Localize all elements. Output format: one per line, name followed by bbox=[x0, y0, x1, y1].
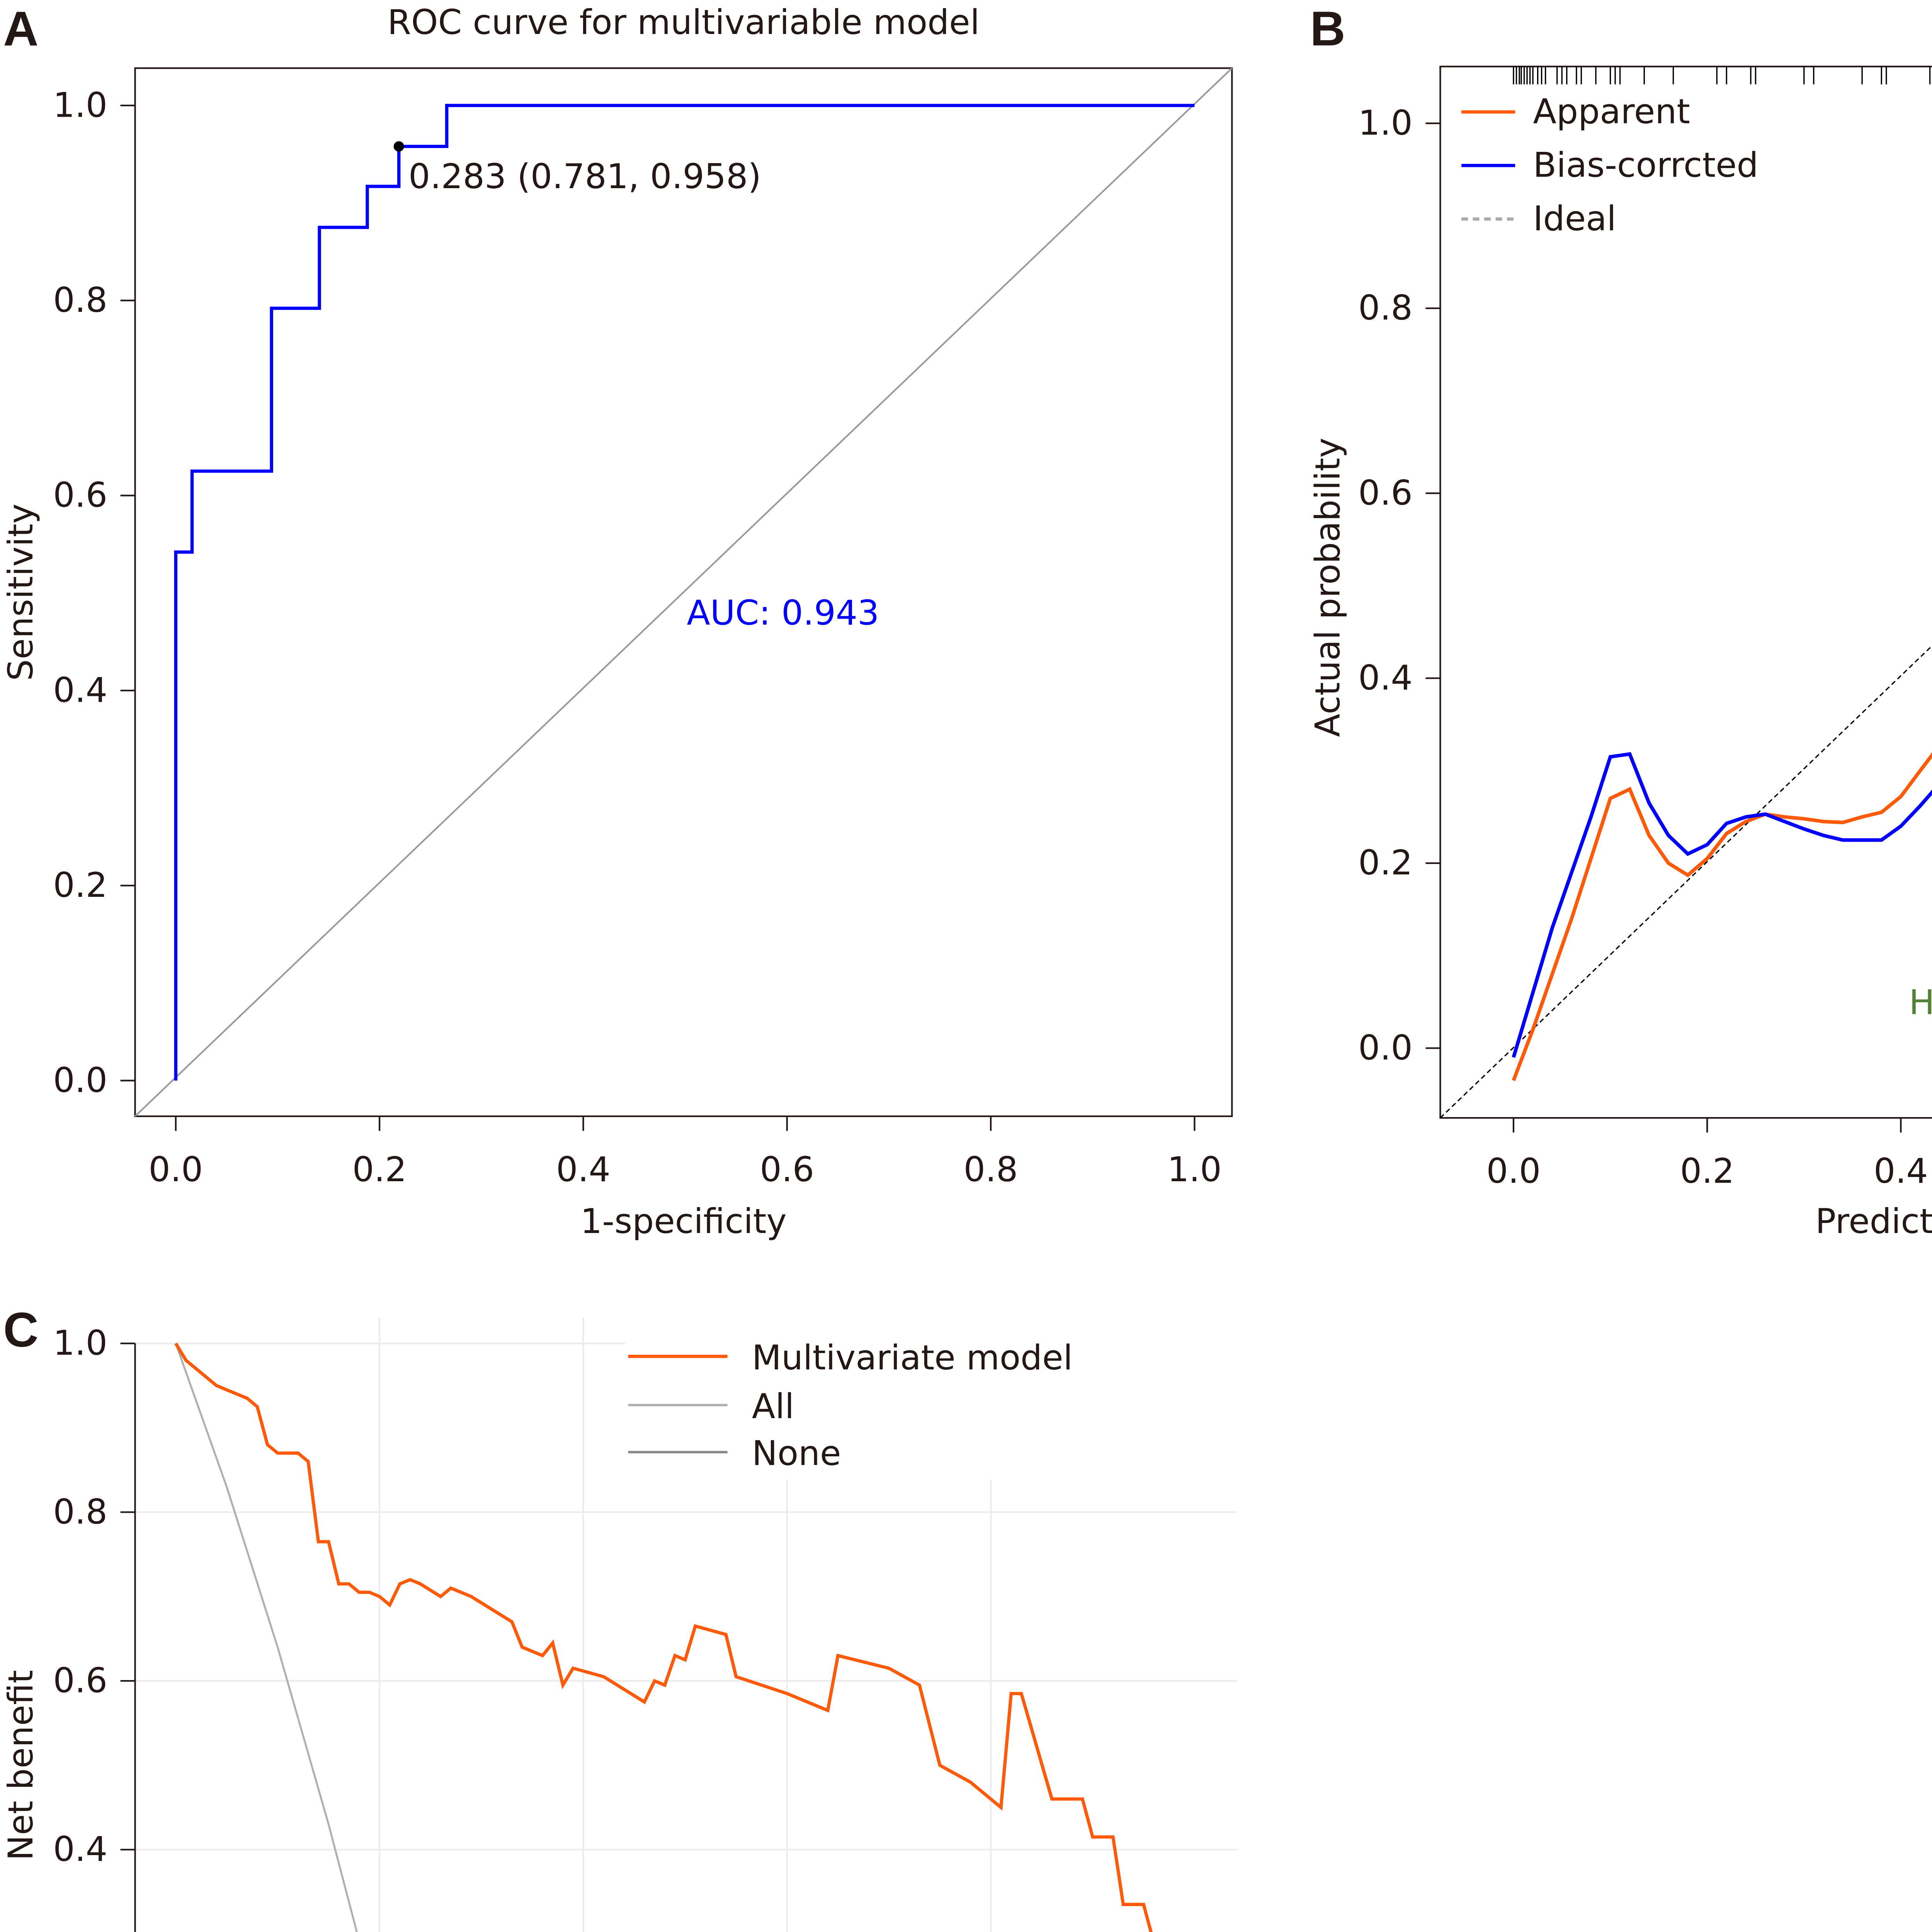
y-tick-label: 0.6 bbox=[53, 1661, 107, 1701]
legend-label: None bbox=[752, 1434, 841, 1473]
optimal-cutoff-point bbox=[393, 141, 404, 152]
reference-line bbox=[134, 67, 1233, 1117]
x-tick-label: 0.0 bbox=[1486, 1151, 1541, 1191]
y-axis-label: Net benefit bbox=[1, 1670, 41, 1861]
x-tick-label: 0.6 bbox=[760, 1150, 814, 1189]
panel-b-calibration: 0.00.20.40.60.81.00.00.20.40.60.81.0Pred… bbox=[1308, 66, 1932, 1241]
x-tick-label: 0.2 bbox=[1680, 1151, 1735, 1191]
y-tick-label: 1.0 bbox=[1358, 103, 1413, 143]
y-tick-label: 0.4 bbox=[1358, 658, 1413, 698]
auc-annotation: AUC: 0.943 bbox=[687, 593, 879, 633]
x-tick-label: 0.4 bbox=[556, 1150, 611, 1189]
y-tick-label: 0.6 bbox=[53, 475, 107, 515]
y-tick-label: 0.8 bbox=[1358, 288, 1413, 328]
legend-label: Ideal bbox=[1533, 199, 1616, 238]
panel-letter-c: C bbox=[3, 1303, 38, 1357]
panel-letter-a: A bbox=[3, 2, 38, 56]
legend-label: Apparent bbox=[1533, 92, 1690, 131]
y-tick-label: 1.0 bbox=[53, 85, 107, 125]
legend-label: Multivariate model bbox=[752, 1338, 1073, 1378]
plot-frame bbox=[134, 67, 1233, 1117]
panel-a-roc: ROC curve for multivariable model 0.0 0.2 0… bbox=[1, 2, 1233, 1241]
y-tick-label: 0.2 bbox=[1358, 843, 1413, 883]
y-tick-label: 0.8 bbox=[53, 1492, 107, 1532]
apparent-curve bbox=[1512, 752, 1932, 1081]
x-tick-label: 0.2 bbox=[352, 1150, 407, 1189]
plot-frame bbox=[1439, 66, 1932, 1119]
cutoff-annotation: 0.283 (0.781, 0.958) bbox=[408, 156, 761, 196]
y-axis-label: Actual probability bbox=[1308, 438, 1347, 737]
x-tick-label: 0.0 bbox=[149, 1150, 203, 1189]
multivariate-model-line bbox=[174, 1342, 1153, 1932]
all-line bbox=[175, 1343, 358, 1932]
legend-label: Bias-corrcted bbox=[1533, 145, 1758, 185]
y-tick-label: 0.6 bbox=[1358, 473, 1413, 513]
panel-letter-b: B bbox=[1310, 2, 1345, 56]
y-tick-label: 0.2 bbox=[53, 865, 107, 905]
bias-corrected-curve bbox=[1512, 752, 1932, 1058]
x-tick-label: 1.0 bbox=[1167, 1150, 1222, 1189]
x-tick-label: 0.4 bbox=[1874, 1151, 1928, 1191]
y-tick-label: 0.0 bbox=[1358, 1028, 1413, 1068]
y-tick-label: 0.4 bbox=[53, 670, 107, 710]
y-tick-label: 1.0 bbox=[53, 1323, 107, 1363]
y-tick-label: 0.0 bbox=[53, 1060, 107, 1100]
y-axis-label: Sensitivity bbox=[1, 503, 41, 681]
chart-title: ROC curve for multivariable model bbox=[388, 2, 980, 42]
y-tick-label: 0.8 bbox=[53, 280, 107, 320]
roc-curve bbox=[174, 104, 1195, 1081]
hosmer-lemeshow-annotation: Hosmer-Lemeshow: P = 0.1003 bbox=[1909, 982, 1932, 1022]
ideal-line bbox=[1440, 645, 1932, 1119]
x-axis-label: 1-specificity bbox=[580, 1201, 787, 1241]
x-tick-label: 0.8 bbox=[964, 1150, 1018, 1189]
x-axis-label: Predictied probability bbox=[1815, 1201, 1932, 1241]
panel-c-decision-curve: 0.00.20.40.60.81.00.00.20.40.60.81.0Thre… bbox=[1, 1317, 1237, 1932]
y-tick-label: 0.4 bbox=[53, 1829, 107, 1869]
legend-label: All bbox=[752, 1386, 794, 1426]
